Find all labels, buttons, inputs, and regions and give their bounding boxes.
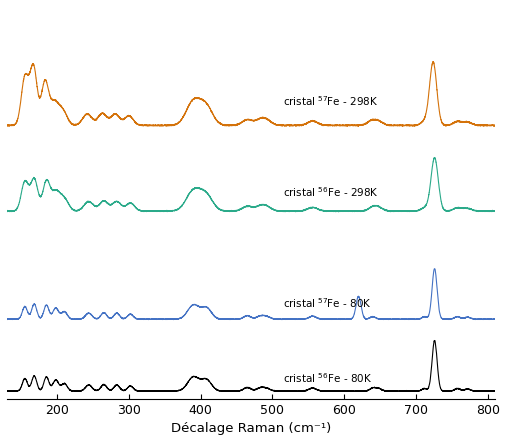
- X-axis label: Décalage Raman (cm⁻¹): Décalage Raman (cm⁻¹): [171, 422, 331, 435]
- Text: cristal $^{57}$Fe - 80K: cristal $^{57}$Fe - 80K: [283, 296, 372, 310]
- Text: cristal $^{56}$Fe - 298K: cristal $^{56}$Fe - 298K: [283, 185, 379, 198]
- Text: cristal $^{57}$Fe - 298K: cristal $^{57}$Fe - 298K: [283, 94, 378, 108]
- Text: cristal $^{56}$Fe - 80K: cristal $^{56}$Fe - 80K: [283, 371, 372, 385]
